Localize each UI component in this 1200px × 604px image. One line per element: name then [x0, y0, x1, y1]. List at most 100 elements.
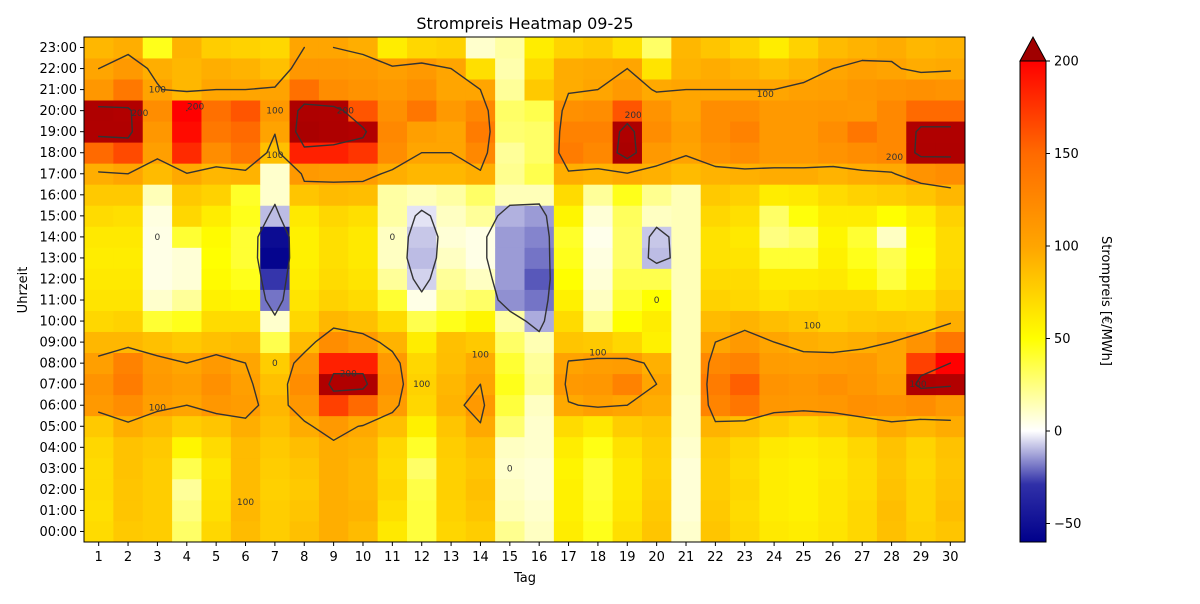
- heatmap-cell: [377, 121, 408, 143]
- heatmap-cell: [230, 331, 261, 354]
- heatmap-cell: [583, 121, 613, 143]
- contour-label: 0: [155, 233, 161, 243]
- heatmap-cell: [318, 457, 349, 480]
- heatmap-cell: [612, 247, 643, 269]
- heatmap-cell: [641, 268, 672, 290]
- heatmap-cell: [671, 163, 702, 185]
- y-tick-label: 08:00: [40, 357, 77, 372]
- heatmap-cell: [113, 436, 144, 459]
- heatmap-cell: [495, 352, 525, 375]
- heatmap-cell: [201, 457, 232, 480]
- heatmap-cell: [876, 100, 907, 122]
- heatmap-cell: [553, 394, 584, 417]
- heatmap-cell: [407, 457, 437, 480]
- x-tick-label: 12: [413, 550, 430, 565]
- heatmap-cell: [935, 373, 966, 396]
- heatmap-cell: [142, 373, 173, 396]
- heatmap-cell: [230, 268, 261, 290]
- heatmap-cell: [612, 205, 643, 227]
- heatmap-cell: [583, 268, 613, 290]
- heatmap-cell: [641, 436, 672, 459]
- heatmap-cell: [436, 310, 467, 332]
- heatmap-cell: [641, 142, 672, 164]
- heatmap-cell: [641, 58, 672, 80]
- x-axis-label: Tag: [513, 571, 536, 586]
- heatmap-cell: [113, 373, 144, 396]
- heatmap-cell: [289, 163, 320, 185]
- heatmap-cell: [436, 79, 467, 101]
- heatmap-cell: [289, 289, 320, 311]
- heatmap-cell: [553, 163, 584, 185]
- heatmap-cell: [847, 289, 878, 311]
- heatmap-cell: [436, 436, 467, 459]
- heatmap-cell: [377, 436, 408, 459]
- colorbar-tick-label: 0: [1054, 425, 1062, 440]
- heatmap-cell: [818, 37, 848, 59]
- heatmap-cell: [847, 457, 878, 480]
- heatmap-cell: [524, 352, 555, 375]
- heatmap-cell: [876, 121, 907, 143]
- heatmap-cell: [407, 520, 437, 543]
- heatmap-cell: [876, 58, 907, 80]
- y-tick-label: 21:00: [40, 83, 77, 98]
- heatmap-cell: [935, 310, 966, 332]
- heatmap-cell: [113, 415, 144, 438]
- heatmap-cell: [700, 205, 731, 227]
- x-tick-label: 15: [502, 550, 519, 565]
- heatmap-cell: [788, 415, 819, 438]
- heatmap-cell: [348, 79, 379, 101]
- heatmap-cell: [818, 331, 848, 354]
- heatmap-cell: [172, 436, 202, 459]
- heatmap-cell: [700, 478, 731, 501]
- heatmap-cell: [113, 205, 144, 227]
- heatmap-cell: [641, 331, 672, 354]
- x-tick-label: 14: [472, 550, 489, 565]
- heatmap-cell: [788, 310, 819, 332]
- heatmap-cell: [524, 394, 555, 417]
- heatmap-cell: [230, 457, 261, 480]
- heatmap-cell: [906, 310, 937, 332]
- heatmap-cell: [318, 310, 349, 332]
- heatmap-cell: [553, 100, 584, 122]
- heatmap-cell: [935, 184, 966, 206]
- heatmap-cell: [318, 436, 349, 459]
- heatmap-cell: [113, 520, 144, 543]
- contour-label: 100: [757, 90, 774, 100]
- heatmap-cell: [671, 478, 702, 501]
- y-tick-label: 19:00: [40, 125, 77, 140]
- heatmap-cell: [465, 37, 496, 59]
- heatmap-cell: [142, 268, 173, 290]
- heatmap-cell: [318, 520, 349, 543]
- heatmap-cell: [671, 205, 702, 227]
- heatmap-cell: [847, 142, 878, 164]
- heatmap-cell: [583, 205, 613, 227]
- heatmap-cell: [348, 499, 379, 522]
- heatmap-cell: [495, 415, 525, 438]
- heatmap-cell: [318, 163, 349, 185]
- heatmap-cell: [759, 100, 790, 122]
- heatmap-cell: [818, 478, 848, 501]
- heatmap-cell: [935, 499, 966, 522]
- heatmap-cell: [260, 373, 290, 396]
- x-tick-label: 19: [619, 550, 636, 565]
- heatmap-cell: [788, 58, 819, 80]
- heatmap-cell: [788, 121, 819, 143]
- heatmap-cell: [906, 457, 937, 480]
- heatmap-cell: [465, 205, 496, 227]
- y-tick-label: 17:00: [40, 167, 77, 182]
- heatmap-cell: [495, 226, 525, 248]
- heatmap-cell: [142, 79, 173, 101]
- heatmap-cell: [935, 415, 966, 438]
- heatmap-cell: [847, 499, 878, 522]
- contour-label: 200: [340, 370, 357, 380]
- heatmap-cell: [641, 289, 672, 311]
- heatmap-cell: [84, 247, 114, 269]
- heatmap-cell: [671, 415, 702, 438]
- heatmap-cell: [348, 352, 379, 375]
- heatmap-cell: [906, 205, 937, 227]
- heatmap-cell: [84, 184, 114, 206]
- heatmap-cell: [142, 247, 173, 269]
- heatmap-cell: [818, 247, 848, 269]
- heatmap-cell: [318, 58, 349, 80]
- heatmap-cell: [759, 415, 790, 438]
